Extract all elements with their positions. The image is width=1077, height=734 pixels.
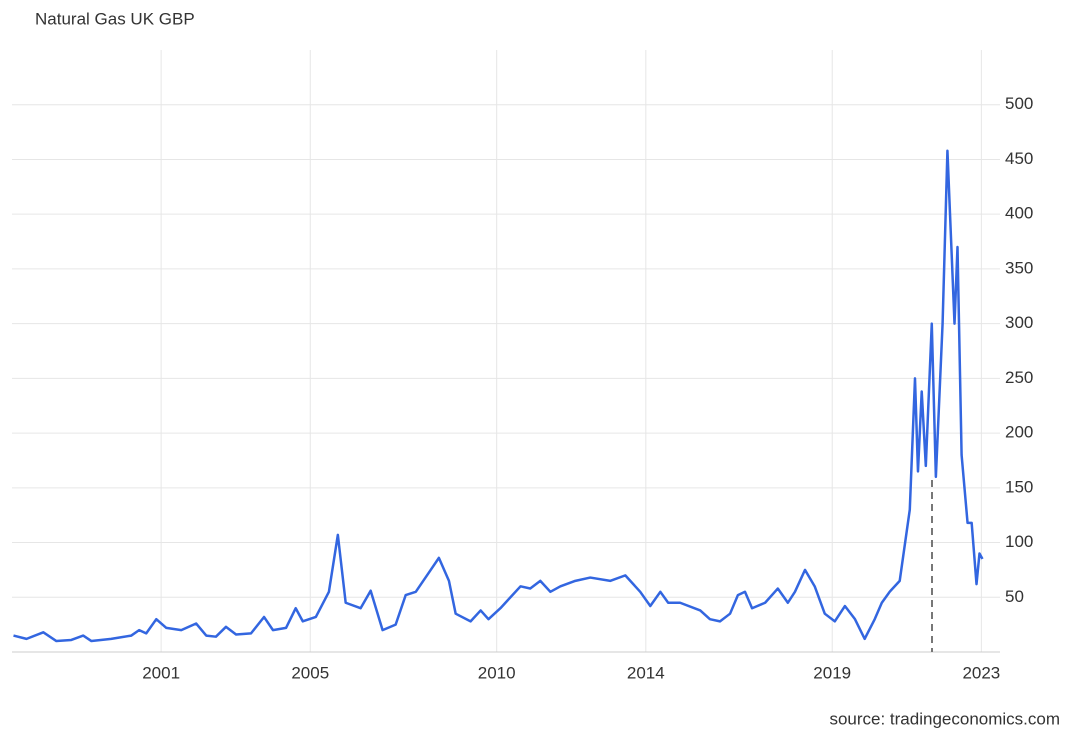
x-tick-label: 2023 [962,663,1000,682]
y-tick-label: 50 [1005,587,1024,606]
chart-title: Natural Gas UK GBP [35,9,195,28]
x-tick-label: 2019 [813,663,851,682]
y-tick-label: 450 [1005,149,1033,168]
source: source: tradingeconomics.com [829,709,1060,728]
y-tick-label: 250 [1005,368,1033,387]
y-tick-label: 400 [1005,204,1033,223]
y-tick-label: 200 [1005,423,1033,442]
y-tick-label: 300 [1005,313,1033,332]
line [13,149,984,643]
y-tick-label: 350 [1005,258,1033,277]
y-tick-label: 500 [1005,94,1033,113]
x-tick-label: 2014 [627,663,665,682]
y-tick-label: 100 [1005,532,1033,551]
marks [13,149,984,643]
x-tick-label: 2005 [291,663,329,682]
x-tick-label: 2010 [478,663,516,682]
x-tick-label: 2001 [142,663,180,682]
grid [12,50,1000,653]
y-tick-label: 150 [1005,477,1033,496]
